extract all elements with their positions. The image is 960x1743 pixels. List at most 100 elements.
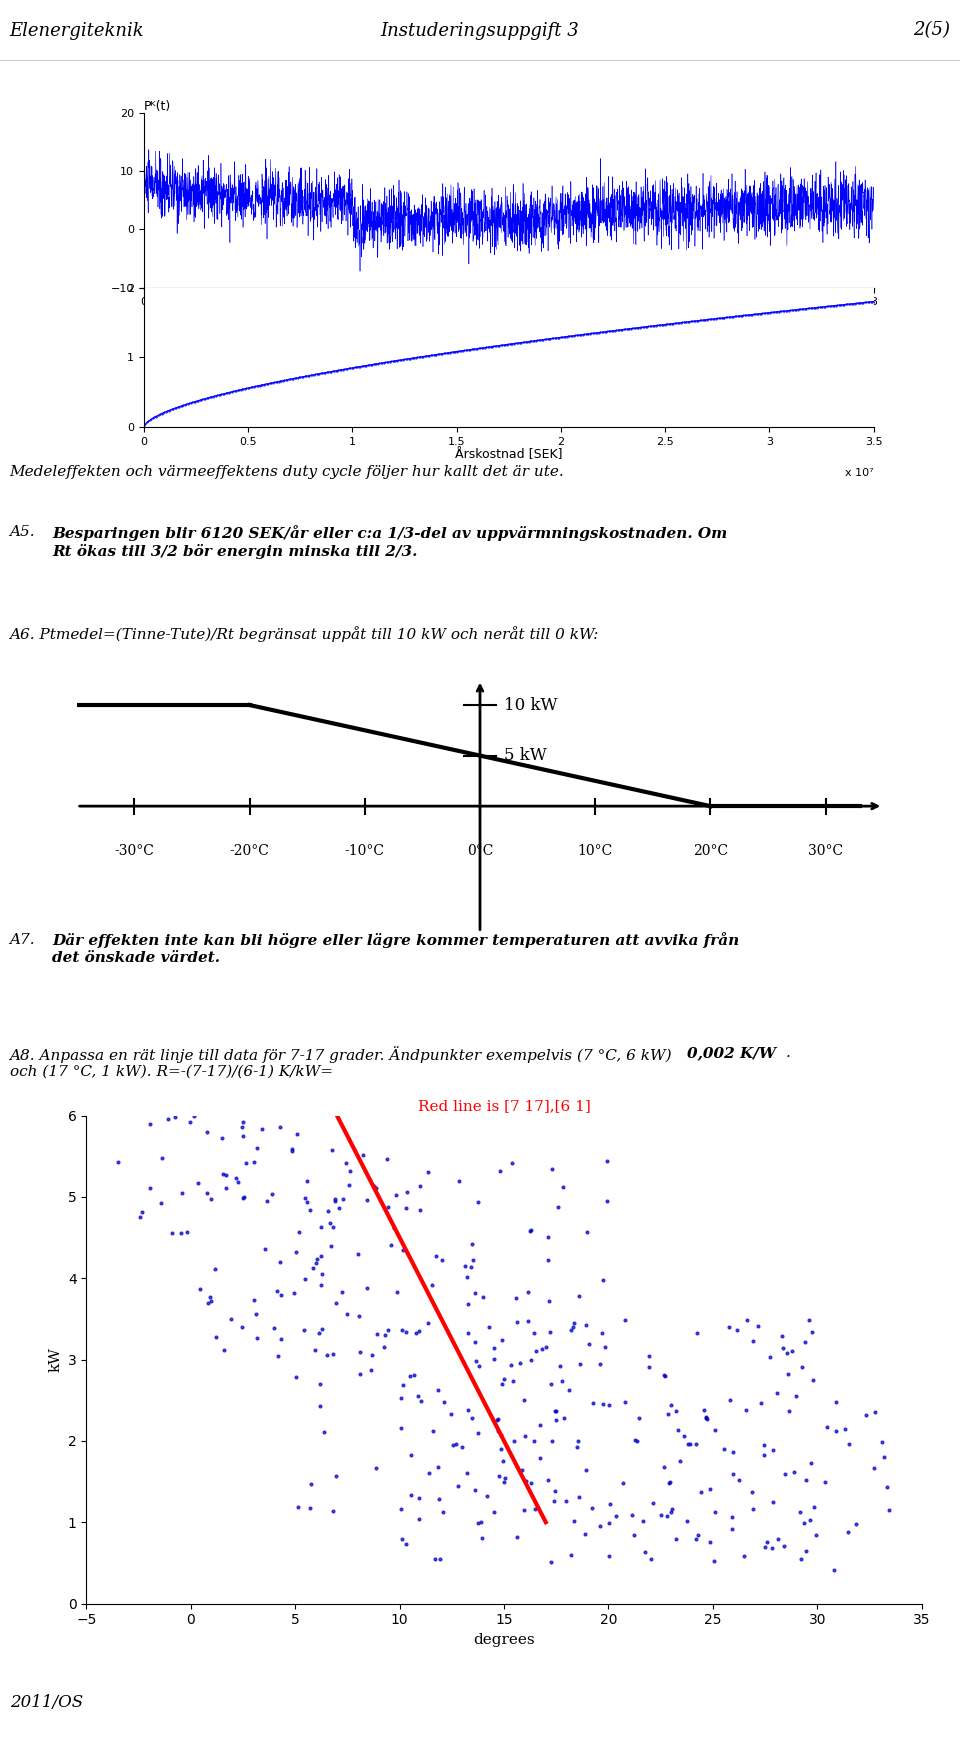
Point — [626, 1522, 641, 1550]
Point — [688, 1431, 704, 1459]
Point — [706, 1548, 721, 1576]
Point — [186, 1102, 202, 1129]
Point — [396, 1236, 411, 1264]
Title: Red line is [7 17],[6 1]: Red line is [7 17],[6 1] — [418, 1100, 590, 1114]
Point — [451, 1166, 467, 1194]
Point — [461, 1290, 476, 1318]
Point — [506, 1367, 521, 1394]
Point — [497, 1464, 513, 1492]
Point — [350, 1239, 366, 1267]
Point — [398, 1530, 414, 1558]
Point — [541, 1286, 557, 1314]
Point — [550, 1192, 565, 1220]
Point — [580, 1218, 595, 1246]
Point — [564, 1316, 579, 1344]
Point — [643, 1544, 659, 1572]
Point — [759, 1529, 775, 1556]
Point — [553, 1353, 568, 1380]
Point — [204, 1185, 219, 1213]
Point — [535, 1335, 550, 1363]
Point — [654, 1501, 669, 1529]
Point — [595, 1391, 611, 1419]
Point — [311, 1319, 326, 1347]
Point — [494, 1326, 510, 1354]
Point — [204, 1288, 219, 1316]
Point — [325, 1340, 341, 1368]
Point — [208, 1323, 224, 1351]
Point — [599, 1147, 614, 1175]
Point — [572, 1349, 588, 1377]
Text: Elenergiteknik: Elenergiteknik — [10, 21, 144, 40]
Point — [468, 1279, 483, 1307]
Point — [487, 1346, 502, 1373]
Point — [628, 1426, 643, 1454]
Text: A7.: A7. — [10, 933, 36, 946]
Point — [570, 1428, 586, 1455]
Point — [523, 1347, 539, 1375]
Point — [662, 1468, 678, 1495]
Point — [818, 1468, 833, 1495]
Point — [207, 1255, 223, 1283]
Point — [559, 1487, 574, 1515]
Point — [305, 1253, 321, 1281]
Point — [383, 1231, 398, 1258]
Point — [470, 1187, 486, 1215]
Point — [592, 1511, 608, 1539]
Point — [804, 1448, 819, 1476]
Point — [526, 1428, 541, 1455]
Point — [788, 1382, 804, 1410]
Point — [689, 1319, 705, 1347]
Point — [837, 1415, 852, 1443]
Point — [247, 1286, 262, 1314]
Point — [200, 1180, 215, 1208]
Point — [314, 1316, 329, 1344]
Point — [234, 1312, 250, 1340]
Point — [314, 1213, 329, 1241]
Point — [425, 1417, 441, 1445]
Point — [698, 1405, 713, 1433]
Point — [331, 1194, 347, 1222]
Point — [395, 1316, 410, 1344]
Point — [259, 1187, 275, 1215]
Point — [286, 1279, 301, 1307]
Point — [796, 1509, 811, 1537]
Point — [708, 1497, 723, 1525]
Point — [631, 1403, 646, 1431]
Point — [468, 1328, 483, 1356]
Point — [544, 1428, 560, 1455]
Point — [867, 1398, 882, 1426]
Point — [471, 1351, 487, 1379]
Point — [617, 1387, 633, 1415]
Text: 20°C: 20°C — [693, 844, 728, 858]
Point — [513, 1349, 528, 1377]
Point — [492, 1462, 507, 1490]
Point — [380, 1316, 396, 1344]
Point — [352, 1360, 368, 1387]
Point — [540, 1246, 556, 1274]
Point — [522, 1217, 538, 1245]
Point — [770, 1379, 785, 1407]
Point — [214, 1124, 229, 1152]
Point — [460, 1319, 475, 1347]
Point — [540, 1466, 556, 1494]
Point — [110, 1149, 126, 1177]
Text: -30°C: -30°C — [114, 844, 155, 858]
Point — [142, 1110, 157, 1138]
Point — [257, 1236, 273, 1264]
Point — [680, 1508, 695, 1536]
Point — [518, 1468, 534, 1495]
Point — [804, 1367, 820, 1394]
Point — [726, 1459, 741, 1487]
Point — [495, 1447, 511, 1475]
X-axis label: degrees: degrees — [473, 1633, 535, 1647]
Point — [270, 1278, 285, 1306]
Point — [699, 1403, 714, 1431]
Point — [562, 1375, 577, 1403]
Point — [670, 1415, 685, 1443]
Point — [578, 1455, 593, 1483]
Point — [364, 1340, 379, 1368]
Point — [154, 1189, 169, 1217]
Point — [703, 1476, 718, 1504]
Point — [614, 1469, 630, 1497]
Point — [479, 1482, 494, 1509]
